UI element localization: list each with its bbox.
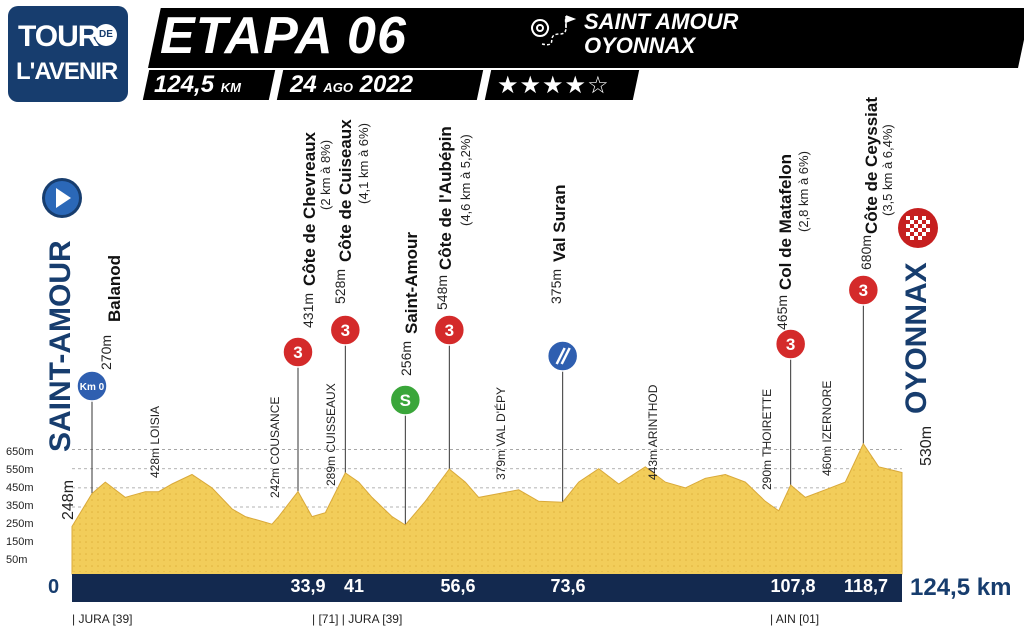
axis-zero: 0 xyxy=(48,576,60,598)
feature-alt: 375m xyxy=(548,268,564,304)
km-mark: 56,6 xyxy=(440,576,476,596)
feature-alt: 528m xyxy=(332,268,348,304)
stage-title: ETAPA 06 xyxy=(160,7,407,65)
date-text: 24 AGO 2022 xyxy=(290,70,413,103)
route-names: SAINT AMOUR OYONNAX xyxy=(584,10,738,58)
difficulty-stars: ★★★★☆ xyxy=(497,71,610,99)
alt-tick: 50m xyxy=(6,554,28,566)
town-label: 242m COUSANCE xyxy=(268,396,282,498)
distance-text: 124,5 KM xyxy=(154,70,241,103)
feature-alt: 680m xyxy=(858,234,874,270)
elevation-base xyxy=(72,572,902,574)
finish-altitude: 530m xyxy=(918,425,935,466)
climb-cat3-badge-label: 3 xyxy=(445,321,454,340)
town-label: 460m IZERNORE xyxy=(820,380,834,476)
feature-detail: (2,8 km à 6%) xyxy=(796,151,811,232)
town-label: 379m VAL D'ÉPY xyxy=(494,387,508,480)
department-label: | [71] | JURA [39] xyxy=(312,612,403,626)
feature-alt: 465m xyxy=(774,294,790,330)
feature-name: Col de Matafelon xyxy=(776,153,795,290)
feature-detail: (4,6 km à 5,2%) xyxy=(458,134,473,226)
km-mark: 33,9 xyxy=(290,576,326,596)
climb-cat3-badge-label: 3 xyxy=(786,335,795,354)
alt-tick: 350m xyxy=(6,500,34,512)
climb-cat3-badge-label: 3 xyxy=(859,281,868,300)
climb-cat3-badge-circle xyxy=(282,336,314,368)
distance-unit: KM xyxy=(220,80,241,95)
km-mark: 118,7 xyxy=(843,576,889,596)
feature-name: Val Suran xyxy=(550,184,569,262)
town-label: 290m THOIRETTE xyxy=(760,388,774,490)
department-label: | AIN [01] xyxy=(770,612,820,626)
elevation-area xyxy=(71,442,903,575)
alt-tick: 550m xyxy=(6,464,34,476)
feature-detail: (4,1 km à 6%) xyxy=(356,123,371,204)
km0-badge-label: Km 0 xyxy=(80,382,105,393)
climb-cat3-badge-label: 3 xyxy=(341,321,350,340)
distance-axis-bar xyxy=(72,574,902,602)
tour-de-lavenir-logo: TOUR DE L'AVENIR xyxy=(8,6,128,102)
feed-zone-badge-label: S xyxy=(400,391,411,410)
feature-detail: (3,5 km à 6,4%) xyxy=(880,124,895,216)
feature-alt: 256m xyxy=(398,340,414,376)
climb-cat3-badge-circle xyxy=(774,328,807,360)
finish-town: OYONNAX xyxy=(900,262,933,414)
feature-name: Saint-Amour xyxy=(402,232,421,334)
alt-tick: 450m xyxy=(6,482,34,494)
climb-cat3-badge-circle xyxy=(433,314,466,346)
feature-name: Côte de Ceyssiat xyxy=(862,97,881,234)
km0-badge-circle xyxy=(76,370,108,402)
km-mark: 41 xyxy=(343,576,365,596)
feed-zone-badge-circle xyxy=(389,384,422,416)
feature-alt: 270m xyxy=(98,334,114,370)
distance-value: 124,5 xyxy=(154,71,215,98)
feature-alt: 548m xyxy=(434,274,450,310)
km-mark: 73,6 xyxy=(550,576,586,596)
alt-tick: 650m xyxy=(6,446,34,458)
feature-name: Côte de Cuiseaux xyxy=(336,119,355,262)
department-label: | JURA [39] xyxy=(72,612,133,626)
route-from: SAINT AMOUR xyxy=(584,9,739,34)
sprint-icon xyxy=(555,347,571,365)
alt-tick: 150m xyxy=(6,536,34,548)
town-label: 428m LOISIA xyxy=(148,405,162,478)
date-day: 24 xyxy=(290,71,317,98)
date-month: AGO xyxy=(323,80,353,95)
town-label: 289m CUISSEAUX xyxy=(324,383,338,486)
climb-cat3-badge-circle xyxy=(329,314,362,346)
start-town: SAINT-AMOUR xyxy=(44,240,77,452)
feature-alt: 431m xyxy=(300,292,316,328)
route-icon xyxy=(531,15,577,46)
sprint-badge-circle xyxy=(546,340,579,372)
town-label: 443m ARINTHOD xyxy=(646,384,660,480)
climb-cat3-badge-label: 3 xyxy=(293,343,302,362)
logo-de-badge: DE xyxy=(95,24,117,46)
alt-tick: 250m xyxy=(6,518,34,530)
km-mark: 107,8 xyxy=(770,576,816,596)
logo-line1: TOUR xyxy=(18,20,99,53)
feature-name: Côte de l'Aubépin xyxy=(436,126,455,270)
route-to: OYONNAX xyxy=(584,33,696,58)
feature-detail: (2 km à 8%) xyxy=(318,139,333,210)
finish-flag-icon xyxy=(898,208,938,248)
start-altitude: 248m xyxy=(60,479,77,520)
logo-line2: L'AVENIR xyxy=(16,58,118,85)
feature-name: Côte de Chevreaux xyxy=(300,132,319,286)
date-year: 2022 xyxy=(359,71,414,98)
climb-cat3-badge-circle xyxy=(847,274,880,306)
start-arrow-icon xyxy=(42,178,82,218)
axis-total-distance: 124,5 km xyxy=(910,574,1012,601)
feature-name: Balanod xyxy=(105,254,124,322)
